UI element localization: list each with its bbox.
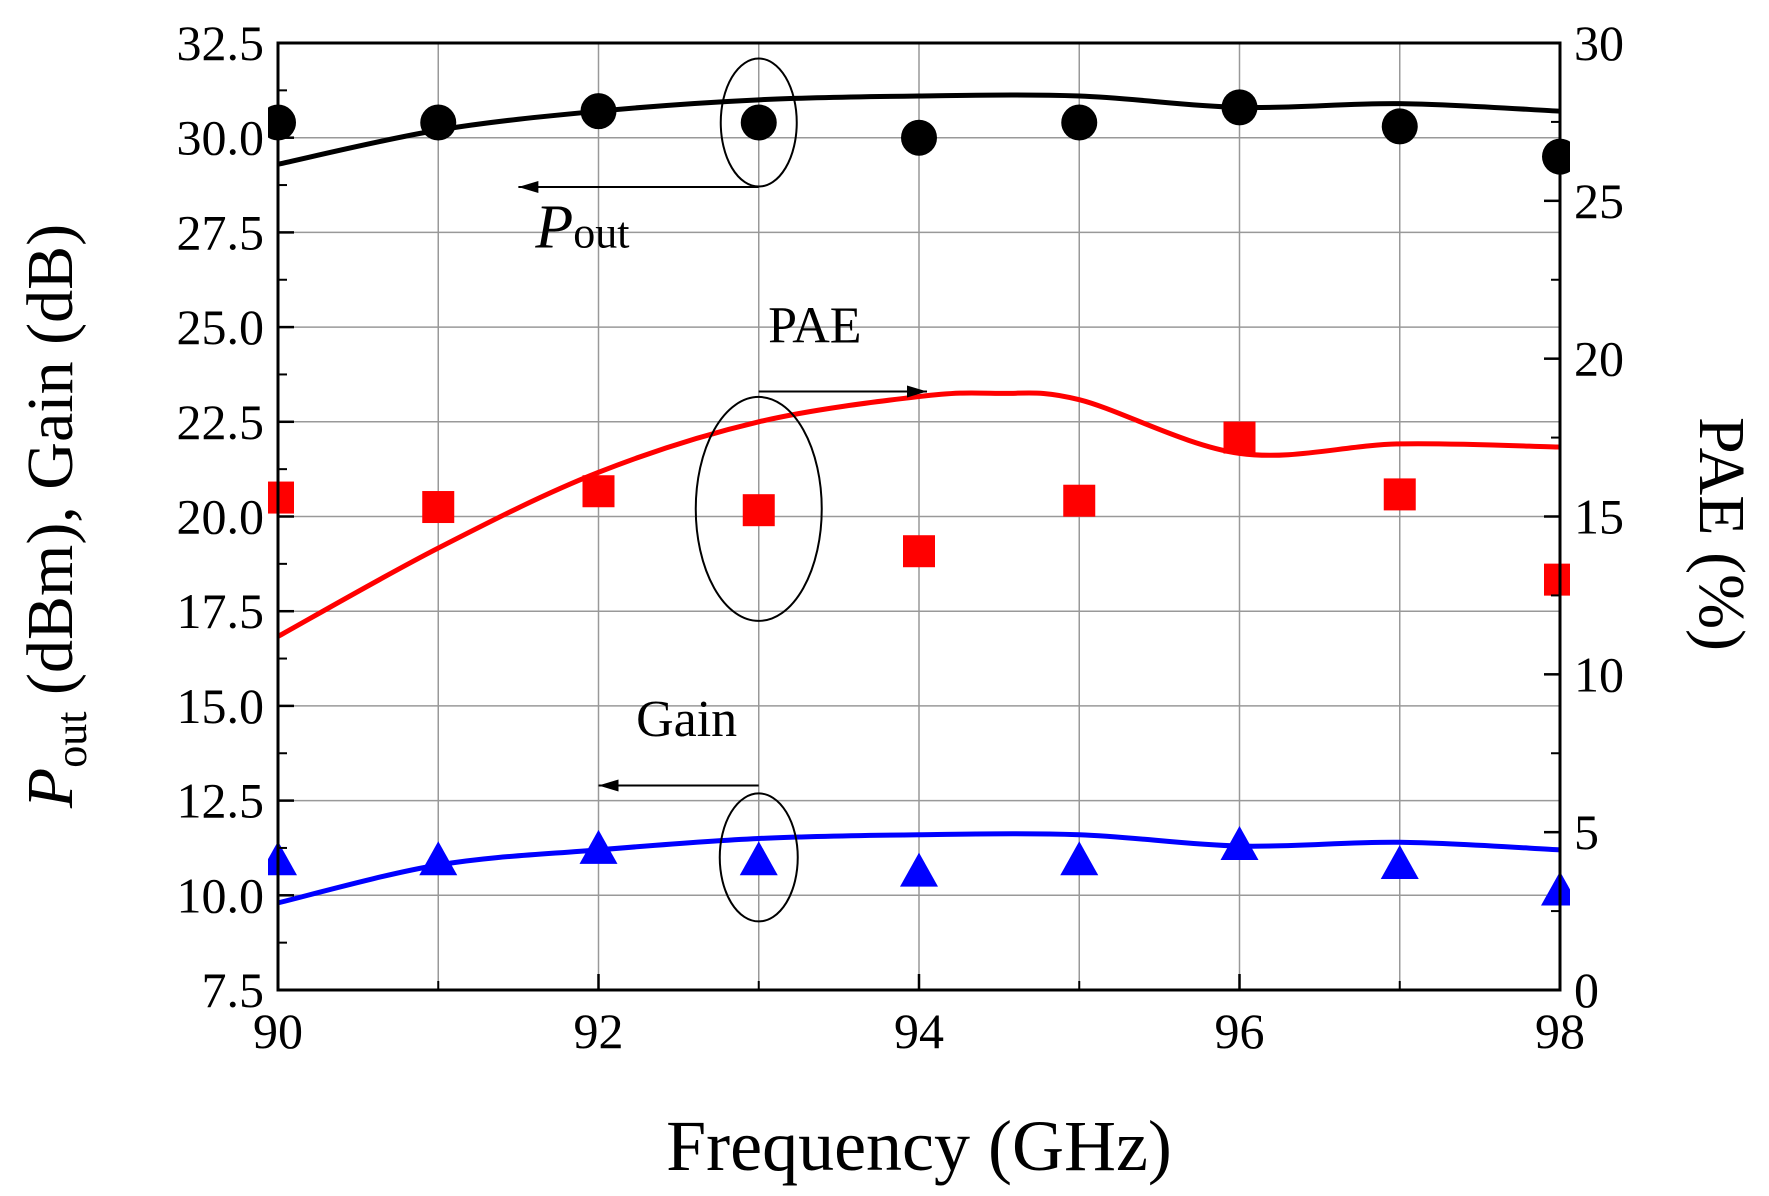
pae-measured-point — [268, 481, 294, 514]
y-left-tick-label: 25.0 — [177, 299, 265, 355]
pae-measured-point — [903, 535, 935, 568]
pout-measured-point — [580, 93, 617, 130]
pae-measured-point — [1063, 484, 1096, 517]
y-left-tick-label: 15.0 — [177, 678, 265, 734]
gain-measured-point — [268, 841, 297, 876]
gain-measured-point — [900, 852, 938, 887]
gain-annotation-arrowhead — [598, 779, 619, 792]
y-left-tick-label: 27.5 — [177, 204, 265, 260]
pae-measured-series — [268, 421, 1570, 596]
y-left-tick-label: 7.5 — [202, 962, 265, 1018]
pae-simulated-line — [276, 390, 1561, 639]
left-y-axis-title-symbol: P — [14, 768, 87, 809]
y-right-tick-label: 30 — [1574, 15, 1624, 71]
y-right-tick-label: 10 — [1574, 646, 1624, 702]
gain-measured-point — [1060, 841, 1099, 876]
y-left-tick-label: 10.0 — [177, 867, 265, 923]
pout-simulated-series — [277, 92, 1561, 167]
series — [268, 89, 1570, 906]
y-left-tick-label: 22.5 — [177, 394, 265, 450]
pae-annotation-ellipse — [694, 395, 823, 622]
pout-annotation-label-symbol: P — [534, 194, 573, 262]
pae-measured-point — [582, 475, 615, 508]
gain-measured-series — [268, 826, 1570, 906]
x-tick-label: 98 — [1535, 1003, 1585, 1059]
pae-annotation-label: PAE — [768, 297, 861, 354]
pout-measured-point — [1381, 108, 1418, 145]
gain-simulated-line — [277, 831, 1561, 906]
pout-measured-point — [1061, 104, 1098, 141]
x-tick-label: 96 — [1215, 1003, 1265, 1059]
y-right-tick-label: 15 — [1574, 489, 1624, 545]
pout-measured-point — [1542, 138, 1570, 175]
gain-measured-point — [739, 841, 778, 876]
pout-annotation-label-subscript: out — [573, 209, 629, 258]
gain-measured-point — [419, 841, 458, 876]
axes: 90 92 94 96 98 7.5 10.0 12.5 15.0 17.5 20.0 22.5 25.… — [177, 15, 1625, 1059]
x-axis-title: Frequency (GHz) — [666, 1106, 1172, 1186]
right-y-axis-title: PAE (%) — [1685, 417, 1758, 651]
y-left-tick-label: 17.5 — [177, 583, 265, 639]
pae-measured-point — [742, 494, 775, 527]
left-y-axis-title: Pout (dBm), Gain (dB) — [14, 224, 96, 809]
pout-annotation-arrowhead — [518, 180, 539, 193]
pout-measured-point — [420, 104, 457, 141]
left-y-axis-title-rest: (dBm), Gain (dB) — [14, 224, 87, 712]
gain-simulated-series — [277, 831, 1561, 906]
y-right-tick-label: 25 — [1574, 173, 1624, 229]
gain-measured-point — [1220, 826, 1259, 861]
pout-measured-series — [268, 89, 1570, 175]
gain-measured-point — [579, 829, 618, 864]
grid — [278, 43, 1560, 990]
pae-annotation-arrowhead — [907, 385, 928, 398]
gain-measured-point — [1380, 844, 1419, 879]
pout-measured-point — [740, 104, 777, 141]
pae-simulated-series — [276, 390, 1561, 639]
y-left-tick-label: 20.0 — [177, 489, 265, 545]
x-tick-label: 94 — [894, 1003, 944, 1059]
pout-annotation-label: Pout — [534, 194, 629, 262]
y-right-tick-label: 20 — [1574, 331, 1624, 387]
gain-annotation-label: Gain — [636, 691, 737, 748]
y-right-tick-label: 5 — [1574, 804, 1599, 860]
gain-annotation-ellipse — [718, 792, 799, 923]
pae-measured-point — [1544, 563, 1570, 596]
y-left-tick-label: 30.0 — [177, 110, 265, 166]
pout-measured-point — [268, 104, 296, 141]
y-right-tick-label: 0 — [1574, 962, 1599, 1018]
pout-simulated-line — [277, 92, 1561, 167]
gain-measured-point — [1541, 871, 1570, 906]
x-tick-label: 90 — [253, 1003, 303, 1059]
y-left-tick-label: 32.5 — [177, 15, 265, 71]
pout-measured-point — [901, 119, 937, 156]
pae-measured-point — [1223, 421, 1256, 454]
y-left-tick-label: 12.5 — [177, 773, 265, 829]
annotations: Pout PAE Gain — [518, 57, 928, 923]
pout-measured-point — [1221, 89, 1258, 126]
pae-measured-point — [422, 491, 455, 524]
left-y-axis-title-subscript: out — [47, 712, 96, 768]
pae-measured-point — [1383, 478, 1416, 511]
x-tick-label: 92 — [574, 1003, 624, 1059]
